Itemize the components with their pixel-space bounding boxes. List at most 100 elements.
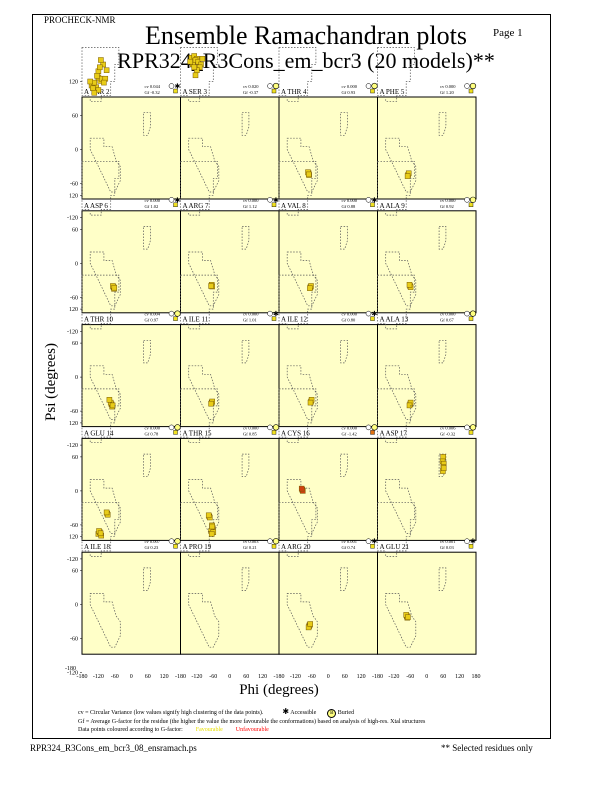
x-tick-label: 120 <box>160 674 169 680</box>
residue-label: A PHE 5 <box>380 88 405 96</box>
accessible-icon: ✱ <box>175 196 181 204</box>
x-tick-label: -180 <box>372 674 383 680</box>
x-tick-label: -120 <box>388 674 399 680</box>
accessible-icon: ✱ <box>470 538 476 546</box>
residue-label: A SER 3 <box>183 88 208 96</box>
info-icon <box>464 83 470 89</box>
core-region-outline <box>89 251 121 307</box>
core-region-outline <box>188 137 220 193</box>
core-region-outline <box>241 226 250 250</box>
x-axis-label: Phi (degrees) <box>239 682 319 698</box>
gf-colour-box <box>370 202 375 208</box>
core-region-outline <box>286 593 318 648</box>
data-point <box>307 285 313 291</box>
x-tick-label: 120 <box>258 674 267 680</box>
core-region-outline <box>340 112 348 136</box>
x-tick-label: 60 <box>342 674 348 680</box>
gf-value: Gf 1.01 <box>243 318 257 323</box>
core-region-outline <box>340 226 348 250</box>
y-tick-label: -60 <box>70 295 78 301</box>
info-icon <box>267 197 273 203</box>
core-region-outline <box>278 47 317 102</box>
core-region-outline <box>385 251 417 307</box>
core-region-outline <box>89 479 121 534</box>
core-region-outline <box>377 388 415 444</box>
core-region-outline <box>89 593 121 648</box>
x-tick-label: 0 <box>228 674 231 680</box>
gf-value: Gf 1.20 <box>440 90 454 95</box>
y-tick-label: -120 <box>67 216 78 222</box>
data-point <box>94 73 100 79</box>
gf-colour-box <box>271 88 277 94</box>
core-region-outline <box>278 274 317 330</box>
legend-block: cv = Circular Variance (low values signi… <box>78 708 425 734</box>
y-tick-label: 0 <box>75 603 78 609</box>
cv-value: cv 0.000 <box>145 198 161 203</box>
y-tick-label: -60 <box>70 182 78 188</box>
panel-background <box>81 96 181 200</box>
legend-colour-text: Data points coloured according to G-fact… <box>78 727 183 733</box>
core-region-outline <box>143 567 151 591</box>
buried-icon <box>371 82 378 90</box>
data-point <box>306 171 312 178</box>
panel-background <box>180 551 280 655</box>
data-point <box>196 64 203 71</box>
info-icon <box>464 310 470 317</box>
gf-value: Gf 0.80 <box>342 318 356 323</box>
data-point <box>103 509 110 516</box>
data-point <box>106 397 113 403</box>
gf-colour-box <box>370 430 375 435</box>
cv-value: cv 0.000 <box>440 312 456 317</box>
core-region-outline <box>143 339 151 364</box>
gf-colour-box <box>173 544 178 549</box>
data-point <box>109 402 116 409</box>
gf-colour-box <box>468 202 474 208</box>
core-region-outline <box>385 479 417 534</box>
info-icon <box>267 538 273 544</box>
gf-value: Gf 1.02 <box>145 204 159 209</box>
gf-colour-box <box>370 316 375 321</box>
panel-background <box>81 324 181 428</box>
residue-label: A ILE 18 <box>84 543 111 551</box>
y-axis-label: Psi (degrees) <box>43 343 59 421</box>
program-label: PROCHECK-NMR <box>44 15 116 25</box>
y-tick-label: 0 <box>75 261 78 267</box>
y-tick-label: 120 <box>69 535 78 541</box>
residue-label: A VAL 8 <box>281 202 306 210</box>
residue-label: A GLU 21 <box>380 543 410 551</box>
y-tick-label: 60 <box>72 569 78 575</box>
data-point <box>307 399 314 406</box>
cv-value: cv 0.000 <box>440 84 456 89</box>
core-region-outline <box>385 137 417 193</box>
core-region-outline <box>188 251 220 307</box>
panel-background <box>278 96 378 200</box>
gf-value: Gf -0.32 <box>145 90 160 95</box>
y-tick-label: 0 <box>75 489 78 495</box>
gf-colour-box <box>468 544 474 549</box>
core-region-outline <box>438 339 447 364</box>
y-tick-label: 120 <box>69 193 78 199</box>
cv-value: cv 0.000 <box>440 198 456 203</box>
data-point <box>440 465 447 471</box>
y-tick-label: -120 <box>67 557 78 563</box>
cv-value: cv 0.003 <box>243 539 259 544</box>
data-point <box>405 614 411 620</box>
core-region-outline <box>340 567 348 591</box>
gf-value: Gf 0.23 <box>145 545 159 550</box>
page-title: Ensemble Ramachandran plots <box>144 21 468 50</box>
data-point <box>192 72 199 79</box>
data-point <box>209 523 215 530</box>
panel-background <box>180 210 280 314</box>
core-region-outline <box>241 112 250 136</box>
data-point <box>87 78 93 85</box>
info-icon <box>365 538 372 544</box>
residue-label: A ILE 12 <box>281 316 308 324</box>
info-icon <box>267 310 273 317</box>
cv-value: cv 0.007 <box>145 539 161 544</box>
data-point <box>404 173 411 179</box>
cv-value: cv 0.001 <box>440 539 456 544</box>
page-subtitle: RPR324_R3Cons_em_bcr3 (20 models)** <box>117 48 495 73</box>
